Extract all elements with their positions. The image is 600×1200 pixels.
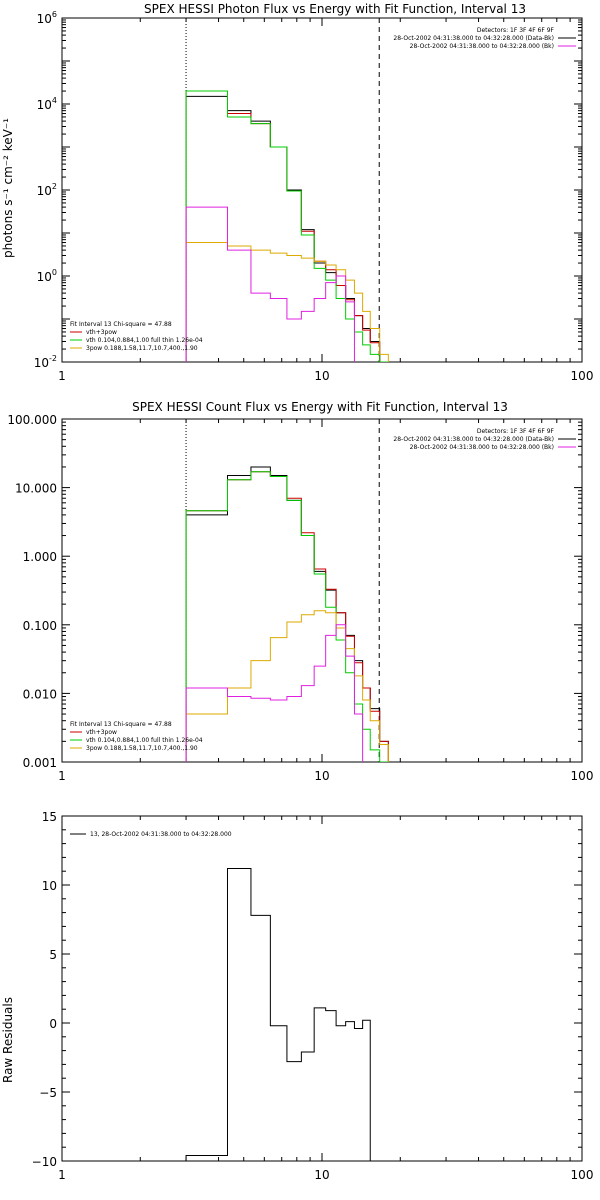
x-tick-label: 10 bbox=[314, 1168, 329, 1182]
panel-photon-flux: SPEX HESSI Photon Flux vs Energy with Fi… bbox=[1, 2, 593, 383]
series-group bbox=[185, 90, 389, 362]
y-tick-label: 0.001 bbox=[23, 756, 57, 770]
series-line-bk bbox=[185, 206, 355, 362]
legend-entry: vth 0.104,0.884,1.00 full thin 1.26e-04 bbox=[86, 737, 203, 744]
y-tick-label: 10.000 bbox=[15, 482, 57, 496]
y-tick-base: 10 bbox=[37, 184, 52, 198]
y-tick-label: 15 bbox=[42, 810, 57, 824]
y-tick-label: 0 bbox=[49, 1017, 57, 1031]
y-tick-label: 100 bbox=[37, 268, 57, 284]
series-line-data bbox=[185, 95, 381, 362]
y-tick-label: 10-2 bbox=[34, 354, 57, 370]
legend-entry: Detectors: 1F 3F 4F 6F 9F bbox=[477, 428, 555, 435]
legend-entry: Fit Interval 13 Chi-square = 47.88 bbox=[70, 321, 172, 328]
x-tick-label: 100 bbox=[571, 1168, 594, 1182]
legend-entry: 3pow 0.188,1.58,11.7,10.7,400.,1.90 bbox=[86, 745, 198, 752]
plot-area-residuals: 1 10 100 −10 −5 0 5 10 15 13, 28-Oct-2002 04:31:3… bbox=[32, 810, 594, 1182]
y-tick-label: 0.100 bbox=[23, 619, 57, 633]
series-line-3pow bbox=[185, 242, 389, 362]
x-tick-label: 100 bbox=[571, 769, 594, 783]
legend-entry: vth 0.104,0.884,1.00 full thin 1.26e-04 bbox=[86, 337, 203, 344]
x-tick-label: 100 bbox=[571, 369, 594, 383]
x-tick-label: 10 bbox=[314, 769, 329, 783]
series-group bbox=[185, 466, 389, 762]
legend-entry: vth+3pow bbox=[86, 729, 117, 736]
legend-entry: Fit Interval 13 Chi-square = 47.88 bbox=[70, 721, 172, 728]
y-tick-label: 1.000 bbox=[23, 550, 57, 564]
x-tick-label: 1 bbox=[58, 369, 66, 383]
y-tick-label: 106 bbox=[37, 10, 57, 26]
y-tick-label: 102 bbox=[37, 182, 57, 198]
series-group bbox=[185, 867, 371, 1161]
plot-area-count: 1 10 100 0.001 0.010 0.100 1.000 10.000 100.000 D… bbox=[7, 413, 593, 783]
y-tick-exponent: -2 bbox=[49, 354, 57, 363]
y-tick-label: 104 bbox=[37, 96, 57, 112]
y-tick-label: 0.010 bbox=[23, 687, 57, 701]
series-line-vth bbox=[185, 90, 389, 362]
legend-entry: 28-Oct-2002 04:31:38.000 to 04:32:28.000… bbox=[393, 436, 554, 443]
y-tick-base: 10 bbox=[37, 98, 52, 112]
series-line-vth-3pow bbox=[185, 90, 381, 362]
panel-title: SPEX HESSI Photon Flux vs Energy with Fi… bbox=[144, 2, 526, 16]
y-tick-base: 10 bbox=[37, 12, 52, 26]
legend-entry: 28-Oct-2002 04:31:38.000 to 04:32:28.000… bbox=[410, 43, 554, 50]
y-tick-exponent: 2 bbox=[52, 182, 57, 191]
legend-entry: 28-Oct-2002 04:31:38.000 to 04:32:28.000… bbox=[393, 35, 554, 42]
y-tick-label: 100.000 bbox=[7, 413, 57, 427]
y-axis-label: photons s⁻¹ cm⁻² keV⁻¹ bbox=[1, 118, 15, 258]
legend-entry: vth+3pow bbox=[86, 329, 117, 336]
plot-frame bbox=[61, 17, 583, 363]
y-tick-label: −5 bbox=[39, 1086, 57, 1100]
x-tick-label: 10 bbox=[314, 369, 329, 383]
panel-title: SPEX HESSI Count Flux vs Energy with Fit… bbox=[132, 400, 508, 414]
series-line-data bbox=[185, 867, 371, 1161]
y-tick-exponent: 4 bbox=[52, 96, 57, 105]
y-axis-label: Raw Residuals bbox=[1, 997, 15, 1083]
panel-residuals: Raw Residuals 1 10 100 −10 −5 0 5 10 15 13, 28-Oc… bbox=[1, 810, 593, 1182]
series-line-bk bbox=[185, 624, 364, 762]
legend-entry: 28-Oct-2002 04:31:38.000 to 04:32:28.000… bbox=[410, 444, 554, 451]
y-tick-exponent: 6 bbox=[52, 10, 57, 19]
y-tick-base: 10 bbox=[34, 356, 49, 370]
y-tick-label: 10 bbox=[42, 879, 57, 893]
panel-count-flux: SPEX HESSI Count Flux vs Energy with Fit… bbox=[7, 400, 593, 783]
series-line-vth bbox=[185, 471, 389, 762]
y-tick-base: 10 bbox=[37, 270, 52, 284]
x-tick-label: 1 bbox=[58, 1168, 66, 1182]
y-tick-label: −10 bbox=[32, 1155, 57, 1169]
x-tick-label: 1 bbox=[58, 769, 66, 783]
legend-entry: 13, 28-Oct-2002 04:31:38.000 to 04:32:28… bbox=[90, 831, 232, 838]
plot-frame bbox=[61, 815, 583, 1162]
series-line-3pow bbox=[185, 610, 389, 762]
legend-entry: Detectors: 1F 3F 4F 6F 9F bbox=[477, 27, 555, 34]
legend-entry: 3pow 0.188,1.58,11.7,10.7,400.,1.90 bbox=[86, 345, 198, 352]
plot-frame bbox=[61, 418, 583, 763]
y-tick-label: 5 bbox=[49, 948, 57, 962]
y-tick-exponent: 0 bbox=[52, 268, 57, 277]
